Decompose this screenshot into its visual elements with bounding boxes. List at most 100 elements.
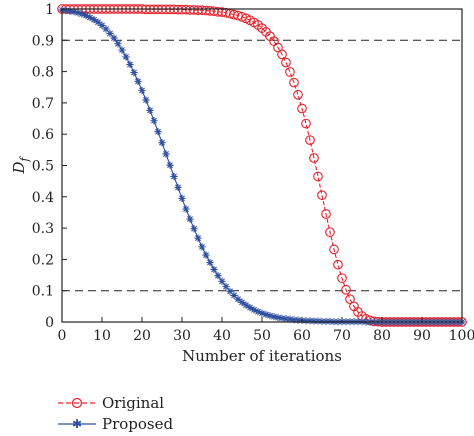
x-tick-label: 100 <box>449 328 474 344</box>
data-point-original <box>173 4 183 15</box>
reference-lines <box>62 39 462 292</box>
data-point-proposed <box>70 8 78 16</box>
legend-marker-original <box>71 397 83 409</box>
y-tick-label: 1 <box>45 2 54 18</box>
data-point-proposed <box>262 310 270 319</box>
data-point-proposed <box>246 304 254 312</box>
data-point-proposed <box>258 309 266 317</box>
x-tick-label: 50 <box>253 328 271 344</box>
data-point-proposed <box>202 251 210 259</box>
series-line-proposed <box>61 9 462 323</box>
data-point-proposed <box>66 7 74 15</box>
data-point-proposed <box>226 287 234 295</box>
data-point-original <box>345 294 355 305</box>
data-point-proposed <box>198 243 206 251</box>
data-point-original <box>285 67 295 77</box>
data-point-proposed <box>150 117 158 125</box>
y-tick-label: 0.9 <box>32 33 54 49</box>
data-point-proposed <box>98 21 106 29</box>
data-point-proposed <box>306 317 314 325</box>
data-point-original <box>197 5 207 16</box>
data-point-proposed <box>290 316 298 324</box>
y-axis-title-sub: f <box>18 156 31 163</box>
data-point-proposed <box>74 9 82 17</box>
data-point-proposed <box>294 316 302 324</box>
data-point-original <box>341 284 351 295</box>
data-point-original <box>333 259 343 270</box>
data-point-original <box>301 118 311 129</box>
legend: Original ✱ Proposed <box>58 394 174 433</box>
data-point-proposed <box>94 18 102 26</box>
series-line-original <box>62 8 462 323</box>
data-point-proposed <box>190 225 198 233</box>
data-point-original <box>289 77 299 88</box>
data-point-proposed <box>138 86 146 94</box>
data-point-proposed <box>266 312 274 320</box>
data-point-original <box>193 5 203 16</box>
y-tick-label: 0 <box>45 315 54 331</box>
data-point-proposed <box>122 53 130 61</box>
x-tick-label: 10 <box>93 328 111 344</box>
data-point-proposed <box>158 139 166 147</box>
legend-label-original: Original <box>102 394 164 412</box>
y-tick-label: 0.8 <box>32 65 54 81</box>
y-tick-label: 0.6 <box>32 127 54 143</box>
data-point-proposed <box>134 77 142 85</box>
y-tick-label: 0.2 <box>32 252 54 268</box>
data-point-proposed <box>238 298 246 306</box>
y-tick-label: 0.5 <box>32 159 54 175</box>
data-point-original <box>305 135 315 145</box>
data-point-proposed <box>206 258 214 267</box>
data-point-proposed <box>318 317 326 325</box>
data-point-proposed <box>86 13 94 22</box>
data-point-original <box>201 5 211 16</box>
data-point-proposed <box>234 295 242 303</box>
x-tick-label: 70 <box>333 328 351 344</box>
data-point-proposed <box>82 11 90 20</box>
y-tick-label: 0.7 <box>32 96 54 112</box>
data-point-proposed <box>214 272 222 280</box>
data-point-original <box>313 171 323 182</box>
data-point-original <box>177 4 187 15</box>
x-axis-title: Number of iterations <box>182 347 342 365</box>
data-point-original <box>189 5 199 15</box>
series-layer <box>57 4 467 327</box>
data-point-proposed <box>230 291 238 299</box>
data-point-proposed <box>182 205 190 213</box>
data-point-proposed <box>130 68 138 77</box>
data-point-proposed <box>118 46 126 54</box>
y-axis-title: Df <box>10 156 31 175</box>
data-point-proposed <box>162 150 170 158</box>
y-axis-ticks: 0 0.1 0.2 0.3 0.4 0.5 0.6 0.7 0.8 0.9 1 <box>32 2 67 331</box>
data-point-proposed <box>170 172 178 181</box>
plot-frame <box>61 8 463 323</box>
series-original <box>57 4 467 327</box>
data-point-original <box>337 273 347 284</box>
y-tick-label: 0.4 <box>32 190 54 206</box>
data-point-proposed <box>142 96 150 104</box>
data-point-proposed <box>178 194 186 202</box>
data-point-original <box>325 227 335 238</box>
data-point-proposed <box>302 317 310 325</box>
data-point-proposed <box>218 277 226 285</box>
data-point-original <box>329 244 339 255</box>
data-point-proposed <box>210 265 218 274</box>
data-point-original <box>309 153 319 163</box>
y-tick-label: 0.3 <box>32 221 54 237</box>
data-point-proposed <box>126 60 134 69</box>
x-tick-label: 30 <box>173 328 191 344</box>
y-axis-title-main: D <box>10 162 28 175</box>
data-point-proposed <box>102 25 110 33</box>
data-point-proposed <box>270 313 278 321</box>
data-point-proposed <box>274 314 282 322</box>
x-tick-label: 0 <box>58 328 67 344</box>
x-tick-label: 20 <box>133 328 151 344</box>
data-point-proposed <box>322 317 330 325</box>
x-tick-label: 80 <box>373 328 391 344</box>
legend-item-proposed: ✱ Proposed <box>58 415 174 433</box>
data-point-proposed <box>314 317 322 325</box>
series-proposed <box>58 6 466 326</box>
data-point-original <box>277 49 287 60</box>
data-point-proposed <box>110 34 118 42</box>
